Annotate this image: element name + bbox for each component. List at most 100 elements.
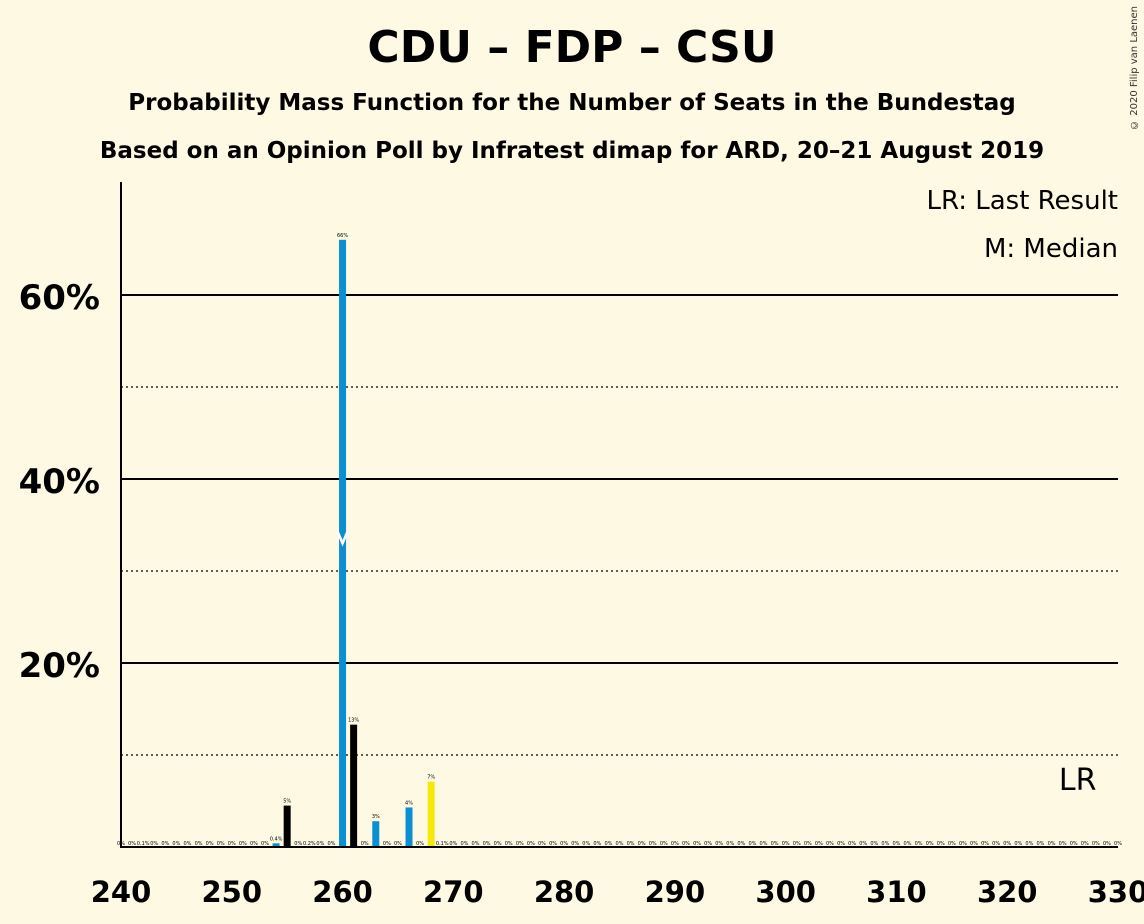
zero-label-seat-311: 0% [904, 841, 912, 847]
x-tick-label: 250 [202, 875, 263, 909]
zero-label-seat-293: 0% [704, 841, 712, 847]
zero-label-seat-295: 0% [726, 841, 734, 847]
zero-label-seat-315: 0% [948, 841, 956, 847]
x-tick-label: 280 [534, 875, 595, 909]
zero-label-seat-320: 0% [1003, 841, 1011, 847]
zero-label-seat-300: 0% [782, 841, 790, 847]
zero-label-seat-303: 0% [815, 841, 823, 847]
chart-subtitle: Probability Mass Function for the Number… [128, 90, 1016, 116]
bar-seat-268 [427, 781, 435, 847]
zero-label-seat-256: 0% [294, 841, 302, 847]
zero-label-seat-314: 0% [937, 841, 945, 847]
zero-label-seat-323: 0% [1036, 841, 1044, 847]
zero-label-seat-312: 0% [915, 841, 923, 847]
zero-label-seat-251: 0% [239, 841, 247, 847]
zero-label-seat-308: 0% [870, 841, 878, 847]
bar-label-seat-260: 66% [337, 233, 348, 239]
chart-title: CDU – FDP – CSU [367, 22, 777, 73]
zero-label-seat-258: 0% [316, 841, 324, 847]
zero-label-seat-310: 0% [892, 841, 900, 847]
bar-label-seat-261: 13% [348, 718, 359, 724]
zero-label-seat-324: 0% [1048, 841, 1056, 847]
zero-label-seat-279: 0% [549, 841, 557, 847]
chart-markers: LR [336, 530, 1097, 798]
zero-label-seat-313: 0% [926, 841, 934, 847]
bar-label-seat-254: 0.4% [270, 836, 283, 842]
last-result-marker: LR [1059, 763, 1097, 798]
zero-label-seat-306: 0% [848, 841, 856, 847]
zero-label-seat-276: 0% [516, 841, 524, 847]
zero-label-seat-247: 0% [195, 841, 203, 847]
bar-seat-254 [272, 843, 280, 847]
zero-label-seat-244: 0% [161, 841, 169, 847]
zero-label-seat-285: 0% [616, 841, 624, 847]
x-tick-label: 290 [645, 875, 706, 909]
zero-label-seat-327: 0% [1081, 841, 1089, 847]
zero-label-seat-287: 0% [638, 841, 646, 847]
zero-label-seat-296: 0% [737, 841, 745, 847]
x-tick-label: 320 [977, 875, 1038, 909]
bar-series [272, 239, 435, 848]
zero-label-seat-319: 0% [992, 841, 1000, 847]
zero-label-seat-277: 0% [527, 841, 535, 847]
y-tick-label: 60% [19, 278, 100, 318]
zero-label-seat-297: 0% [748, 841, 756, 847]
bar-seat-266 [405, 807, 413, 847]
median-marker [336, 530, 349, 547]
zero-label-seat-282: 0% [582, 841, 590, 847]
zero-label-seat-246: 0% [183, 841, 191, 847]
zero-label-seat-245: 0% [172, 841, 180, 847]
zero-label-seat-305: 0% [837, 841, 845, 847]
zero-label-seat-318: 0% [981, 841, 989, 847]
zero-label-seat-321: 0% [1014, 841, 1022, 847]
chart-source-line: Based on an Opinion Poll by Infratest di… [99, 138, 1045, 164]
zero-label-seat-299: 0% [771, 841, 779, 847]
bar-label-seat-268: 7% [427, 775, 435, 781]
zero-label-seat-329: 0% [1103, 841, 1111, 847]
zero-label-seat-290: 0% [671, 841, 679, 847]
zero-label-seat-328: 0% [1092, 841, 1100, 847]
bar-label-seat-263: 3% [372, 814, 380, 820]
zero-label-seat-301: 0% [793, 841, 801, 847]
zero-label-seat-317: 0% [970, 841, 978, 847]
x-tick-label: 270 [423, 875, 484, 909]
zero-label-seat-322: 0% [1025, 841, 1033, 847]
zero-label-seat-292: 0% [693, 841, 701, 847]
axes [120, 182, 1118, 848]
zero-label-seat-267: 0% [416, 841, 424, 847]
zero-label-seat-241: 0% [128, 841, 136, 847]
zero-label-seat-272: 0% [472, 841, 480, 847]
zero-label-seat-283: 0% [593, 841, 601, 847]
zero-label-seat-264: 0% [383, 841, 391, 847]
zero-label-seat-249: 0% [217, 841, 225, 847]
bar-label-seat-255: 5% [283, 799, 291, 805]
zero-label-seat-307: 0% [859, 841, 867, 847]
bar-label-seat-266: 4% [405, 800, 413, 806]
zero-label-seat-262: 0% [361, 841, 369, 847]
zero-label-seat-248: 0% [206, 841, 214, 847]
bar-seat-261 [350, 724, 358, 847]
zero-label-seat-252: 0% [250, 841, 258, 847]
zero-label-seat-286: 0% [627, 841, 635, 847]
x-tick-label: 300 [755, 875, 816, 909]
zero-label-seat-284: 0% [604, 841, 612, 847]
zero-label-seat-302: 0% [804, 841, 812, 847]
zero-label-seat-304: 0% [826, 841, 834, 847]
y-tick-label: 20% [19, 646, 100, 686]
zero-label-seat-298: 0% [760, 841, 768, 847]
bar-seat-263 [372, 821, 380, 847]
x-tick-label: 310 [866, 875, 927, 909]
x-tick-label: 330 [1088, 875, 1144, 909]
bar-value-labels: 0.4%5%66%13%3%4%7%0%0%0.1%0%0%0%0%0%0%0%… [117, 233, 1122, 847]
zero-label-seat-281: 0% [571, 841, 579, 847]
legend-median: M: Median [984, 234, 1118, 264]
legend: LR: Last Result M: Median [926, 186, 1118, 264]
axis-tick-labels: 240 250 260 270 280 290 300 310 320 330 20% 40% 60% [19, 278, 1144, 909]
legend-last-result: LR: Last Result [926, 186, 1118, 216]
zero-label-seat-259: 0% [328, 841, 336, 847]
x-tick-label: 240 [91, 875, 152, 909]
zero-label-seat-253: 0% [261, 841, 269, 847]
zero-label-seat-289: 0% [660, 841, 668, 847]
zero-label-seat-309: 0% [881, 841, 889, 847]
